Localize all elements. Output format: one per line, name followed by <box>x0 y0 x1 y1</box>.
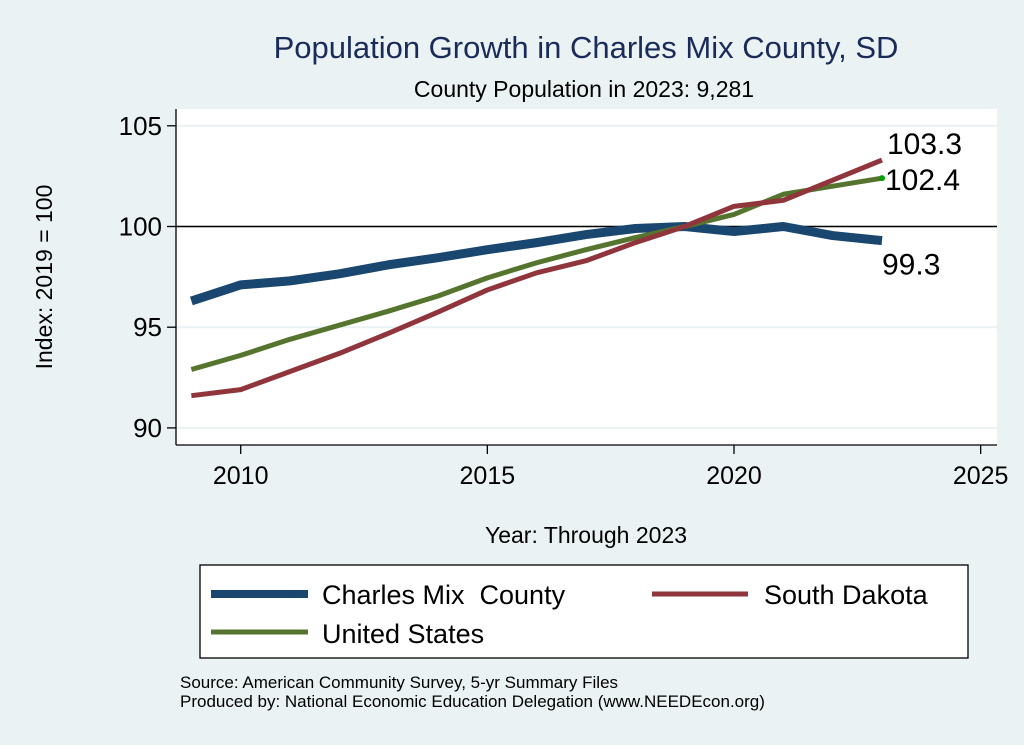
chart-subtitle: County Population in 2023: 9,281 <box>414 76 754 102</box>
legend-box <box>199 564 969 659</box>
y-tick-label-95: 95 <box>133 312 162 342</box>
y-tick-label-105: 105 <box>119 111 162 141</box>
legend-label-charles-mix: Charles Mix County <box>322 580 566 610</box>
series-line-south-dakota <box>191 157 883 399</box>
x-tick-label-2020: 2020 <box>706 462 762 490</box>
x-axis-label: Year: Through 2023 <box>485 522 687 548</box>
legend-label-united-states: United States <box>322 619 484 649</box>
source-note: Source: American Community Survey, 5-yr … <box>180 673 618 692</box>
x-tick-label-2025: 2025 <box>953 462 1009 490</box>
end-label-south-dakota: 103.3 <box>887 128 962 161</box>
y-tick-label-100: 100 <box>119 212 162 242</box>
x-tick-label-2010: 2010 <box>213 462 269 490</box>
legend-label-south-dakota: South Dakota <box>764 580 929 610</box>
chart-title: Population Growth in Charles Mix County,… <box>274 30 899 65</box>
axes: 90 95 100 105 2010 2015 2020 2025 <box>119 109 1009 490</box>
series-line-charles-mix-county <box>189 222 883 306</box>
series-lines <box>189 157 885 399</box>
x-tick-label-2015: 2015 <box>460 462 516 490</box>
producer-note: Produced by: National Economic Education… <box>180 692 765 711</box>
y-tick-label-90: 90 <box>133 413 162 443</box>
y-axis-label: Index: 2019 = 100 <box>31 185 57 370</box>
legend: Charles Mix County South Dakota United S… <box>199 564 969 659</box>
end-marker-united-states <box>878 175 885 182</box>
end-label-united-states: 102.4 <box>885 164 960 197</box>
end-label-charles-mix-county: 99.3 <box>882 249 940 282</box>
